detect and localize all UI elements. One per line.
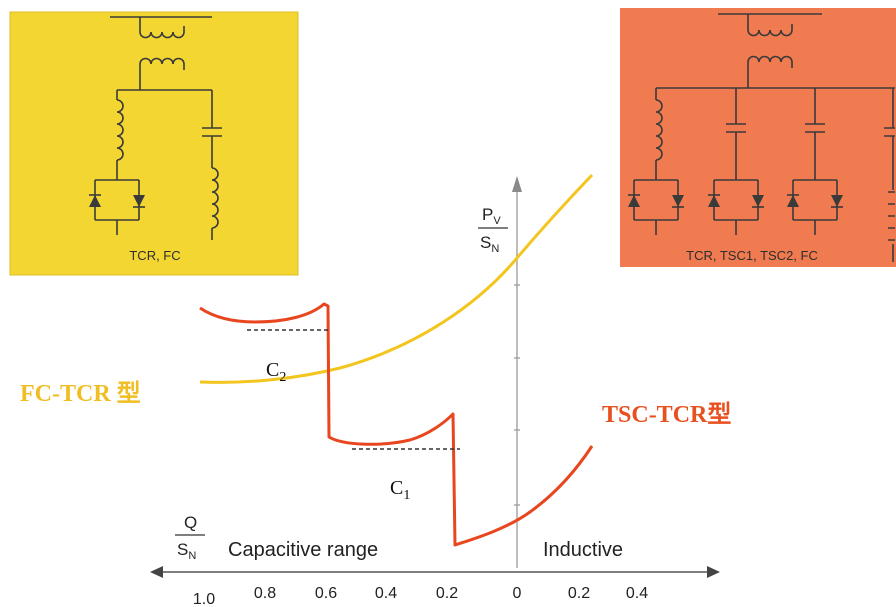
tsc2-branch [786,88,844,236]
tsc1-branch [707,88,765,236]
transformer [139,17,185,90]
fc-tcr-curve-label: FC-TCR 型 [20,380,141,407]
y-label-p-sub: V [493,215,501,227]
x-tick-label: 0.2 [568,585,590,602]
y-axis-ticks [514,284,520,506]
fc-tcr-circuit-label: TCR, FC [129,248,180,263]
x-label-s: S [177,540,188,559]
transformer [747,14,793,88]
y-axis-arrow [512,176,522,192]
y-axis-label: PV SN [478,205,508,255]
x-axis-right-arrow [707,566,720,578]
x-tick-label: 0.4 [375,585,397,602]
c2-label: C2 [266,359,286,385]
tsc-tcr-circuit-label: TCR, TSC1, TSC2, FC [686,248,818,263]
x-label-q: Q [184,513,197,532]
fc-branch [201,90,223,240]
y-label-s: S [480,233,491,252]
x-tick-label: 1.0 [193,591,215,607]
x-tick-label: 0.2 [436,585,458,602]
y-axis [512,176,522,568]
tsc-tcr-circuit-panel: TCR, TSC1, TSC2, FC [620,8,896,267]
y-label-p: P [482,205,493,224]
x-label-s-sub: N [188,550,196,562]
inductive-range-label: Inductive [543,539,623,561]
x-axis-left-arrow [150,566,163,578]
tcr-branch [627,88,685,236]
c1-letter: C [390,477,403,499]
tsc-tcr-curve-label: TSC-TCR型 [602,401,731,428]
x-axis [150,566,720,578]
fc-tcr-circuit-panel: TCR, FC [9,11,299,276]
c2-sub: 2 [279,370,286,385]
x-tick-label: 0.8 [254,585,276,602]
x-tick-label: 0 [513,585,522,602]
capacitive-range-label: Capacitive range [228,539,378,561]
y-label-s-sub: N [491,243,499,255]
y-axis-label-numerator: PV [482,205,501,227]
x-tick-label: 0.6 [315,585,337,602]
fc-tcr-curve [199,173,594,384]
tsc-tcr-curve [199,302,594,547]
fc-branch-partial [884,88,895,262]
x-axis-tick-labels: 1.0 0.8 0.6 0.4 0.2 0 0.2 0.4 [193,585,648,607]
y-axis-label-denominator: SN [480,233,499,255]
c2-letter: C [266,359,279,381]
x-tick-label: 0.4 [626,585,648,602]
tcr-branch [88,90,146,236]
c1-label: C1 [390,477,410,503]
x-axis-label-denominator: SN [177,540,196,562]
c1-sub: 1 [403,488,410,503]
x-axis-label: Q SN [175,513,205,562]
